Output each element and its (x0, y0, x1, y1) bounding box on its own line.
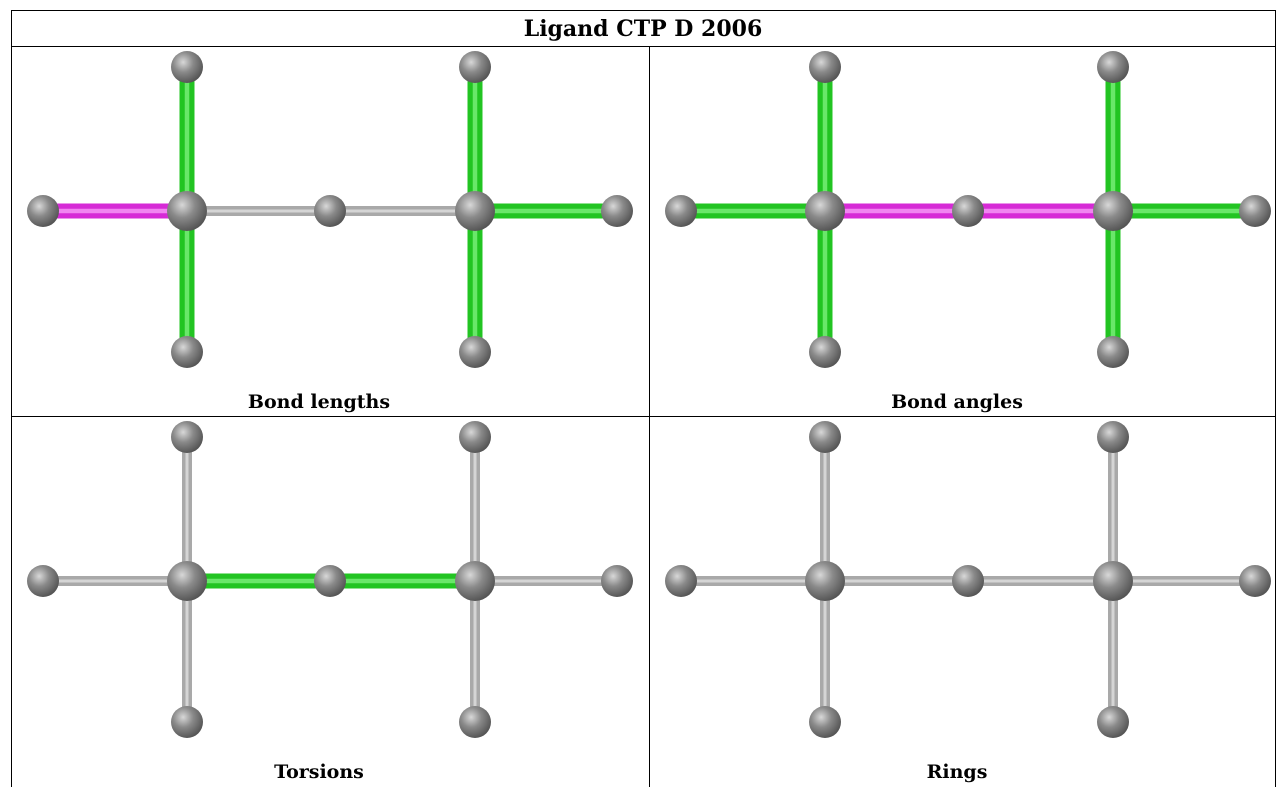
atom (952, 195, 984, 227)
atom (1097, 421, 1129, 453)
atom (805, 561, 845, 601)
atom (1239, 195, 1271, 227)
molecule-panel: Bond lengths (27, 51, 633, 413)
molecule-panel: Bond angles (665, 51, 1271, 413)
atom (1097, 51, 1129, 83)
atom (1093, 191, 1133, 231)
atom (171, 51, 203, 83)
atom (171, 421, 203, 453)
atom (314, 565, 346, 597)
table-borders (11, 10, 1276, 787)
molecule-panel: Rings (665, 421, 1271, 783)
page: Ligand CTP D 2006 Bond lengths Bond angle… (0, 0, 1276, 787)
atom (1239, 565, 1271, 597)
atom (455, 561, 495, 601)
atom (167, 561, 207, 601)
atom (665, 565, 697, 597)
atom (459, 421, 491, 453)
atom (459, 336, 491, 368)
atom (459, 51, 491, 83)
figure: Ligand CTP D 2006 Bond lengths Bond angle… (0, 0, 1276, 787)
atom (809, 336, 841, 368)
atom (805, 191, 845, 231)
atom (601, 565, 633, 597)
atom (809, 706, 841, 738)
title: Ligand CTP D 2006 (524, 16, 763, 42)
atom (27, 195, 59, 227)
atom (167, 191, 207, 231)
panel-label: Torsions (274, 761, 364, 783)
atom (809, 51, 841, 83)
atom (455, 191, 495, 231)
atom (27, 565, 59, 597)
atom (601, 195, 633, 227)
panel-label: Rings (927, 761, 988, 783)
atom (1097, 706, 1129, 738)
atom (665, 195, 697, 227)
atom (171, 336, 203, 368)
atom (1097, 336, 1129, 368)
atom (459, 706, 491, 738)
atom (952, 565, 984, 597)
atom (314, 195, 346, 227)
panel-label: Bond angles (891, 391, 1023, 413)
panel-label: Bond lengths (248, 391, 390, 413)
atom (809, 421, 841, 453)
atom (171, 706, 203, 738)
molecule-panel: Torsions (27, 421, 633, 783)
atom (1093, 561, 1133, 601)
